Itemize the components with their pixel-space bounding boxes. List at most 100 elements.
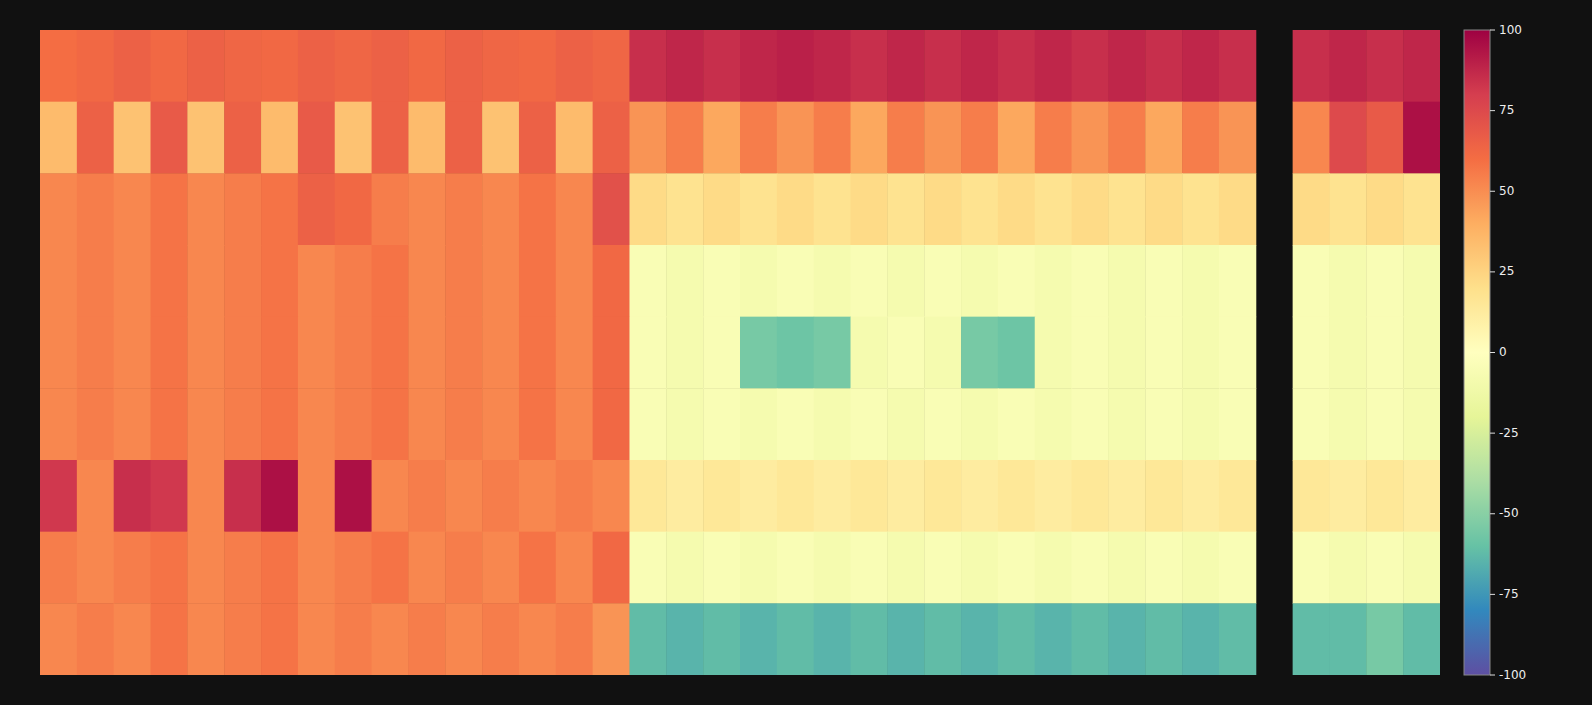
heatmap-cell [777,245,814,317]
heatmap-cell [851,317,888,389]
heatmap-cell [1293,173,1330,245]
heatmap-cell [261,30,298,102]
heatmap-cell [998,388,1035,460]
heatmap-cell [482,532,519,604]
heatmap-cell [1072,317,1109,389]
heatmap-cell [224,102,261,174]
heatmap-cell [998,317,1035,389]
colorbar-tick [1490,352,1495,353]
heatmap-cell [961,317,998,389]
heatmap-cell [703,532,740,604]
heatmap-cell [1182,173,1219,245]
heatmap-cell [1145,388,1182,460]
heatmap-cell [1329,460,1366,532]
colorbar-tick [1490,110,1495,111]
heatmap-cell [224,532,261,604]
heatmap-cell [261,532,298,604]
heatmap-cell [1293,388,1330,460]
heatmap-cell [77,603,114,675]
colorbar-tick [1490,594,1495,595]
heatmap-cell [777,603,814,675]
colorbar-tick-label: -75 [1499,587,1519,601]
heatmap-cell [777,317,814,389]
heatmap-cell [924,388,961,460]
heatmap-cell [261,102,298,174]
heatmap-cell [298,460,335,532]
heatmap-cell [519,532,556,604]
heatmap-cell [372,245,409,317]
heatmap-cell [1182,460,1219,532]
heatmap-cell [335,173,372,245]
heatmap-cell [114,460,151,532]
colorbar-tick-label: -50 [1499,506,1519,520]
heatmap-cell [1403,532,1440,604]
heatmap-cell [1219,532,1256,604]
heatmap-cell [224,388,261,460]
heatmap-cell [593,603,630,675]
heatmap-cell [261,460,298,532]
heatmap-cell [703,388,740,460]
heatmap-cell [740,30,777,102]
heatmap-cell [1035,102,1072,174]
heatmap-cell [1403,603,1440,675]
heatmap-cell [1182,603,1219,675]
heatmap-cell [77,173,114,245]
heatmap-cell [1366,30,1403,102]
heatmap-cell [151,388,188,460]
heatmap-cell [372,102,409,174]
heatmap-cell [1072,532,1109,604]
heatmap-cell [335,102,372,174]
heatmap-cell [1293,603,1330,675]
heatmap-cell [1366,603,1403,675]
heatmap-cell [740,102,777,174]
heatmap-cell [1403,30,1440,102]
heatmap-cell [335,317,372,389]
heatmap-cell [961,460,998,532]
heatmap-cell [224,460,261,532]
heatmap-cell [151,460,188,532]
heatmap-cell [1403,245,1440,317]
heatmap-cell [666,388,703,460]
heatmap-cell [887,532,924,604]
colorbar-tick-label: -25 [1499,426,1519,440]
heatmap-cell [1329,388,1366,460]
heatmap-cell [1182,532,1219,604]
heatmap-cell [1072,245,1109,317]
heatmap-cell [482,102,519,174]
heatmap-cell [740,460,777,532]
heatmap-cell [1366,460,1403,532]
heatmap-cell [77,317,114,389]
heatmap-cell [961,532,998,604]
heatmap-cell [261,317,298,389]
heatmap-cell [851,460,888,532]
heatmap-cell [814,173,851,245]
colorbar-tick-label: -100 [1499,668,1526,682]
heatmap-cell [224,245,261,317]
heatmap-cell [114,245,151,317]
heatmap-cell [887,388,924,460]
heatmap-cell [961,388,998,460]
heatmap-cell [1329,317,1366,389]
heatmap-cell [40,30,77,102]
heatmap-cell [224,173,261,245]
heatmap-cell [814,388,851,460]
heatmap-cell [961,102,998,174]
heatmap-cell [1108,173,1145,245]
heatmap-cell [1293,460,1330,532]
heatmap-cell [1072,388,1109,460]
heatmap-cell [335,245,372,317]
heatmap-cell [224,317,261,389]
heatmap-cell [1108,388,1145,460]
heatmap-cell [703,317,740,389]
heatmap-cell [629,317,666,389]
heatmap-cell [1366,173,1403,245]
heatmap-cell [666,245,703,317]
heatmap-cell [298,30,335,102]
heatmap-cell [1035,30,1072,102]
heatmap-cell [556,102,593,174]
heatmap-cell [814,532,851,604]
heatmap-cell [151,102,188,174]
heatmap-cell [445,173,482,245]
heatmap-cell [519,317,556,389]
heatmap-cell [445,460,482,532]
